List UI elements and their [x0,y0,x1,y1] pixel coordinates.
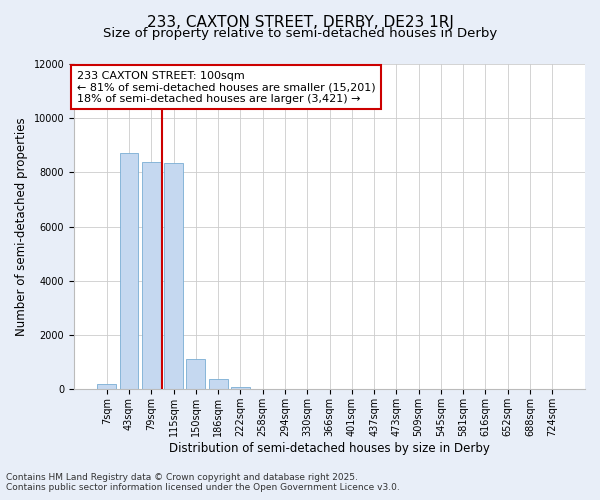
Bar [142,162,161,390]
Bar [209,379,227,390]
Text: Size of property relative to semi-detached houses in Derby: Size of property relative to semi-detach… [103,28,497,40]
Y-axis label: Number of semi-detached properties: Number of semi-detached properties [15,118,28,336]
Bar [187,360,205,390]
Text: 233 CAXTON STREET: 100sqm
← 81% of semi-detached houses are smaller (15,201)
18%: 233 CAXTON STREET: 100sqm ← 81% of semi-… [77,70,375,104]
Text: Contains HM Land Registry data © Crown copyright and database right 2025.: Contains HM Land Registry data © Crown c… [6,474,358,482]
Bar [119,154,139,390]
Text: Contains public sector information licensed under the Open Government Licence v3: Contains public sector information licen… [6,484,400,492]
Bar [231,388,250,390]
Bar [97,384,116,390]
X-axis label: Distribution of semi-detached houses by size in Derby: Distribution of semi-detached houses by … [169,442,490,455]
Text: 233, CAXTON STREET, DERBY, DE23 1RJ: 233, CAXTON STREET, DERBY, DE23 1RJ [146,15,454,30]
Bar [164,163,183,390]
